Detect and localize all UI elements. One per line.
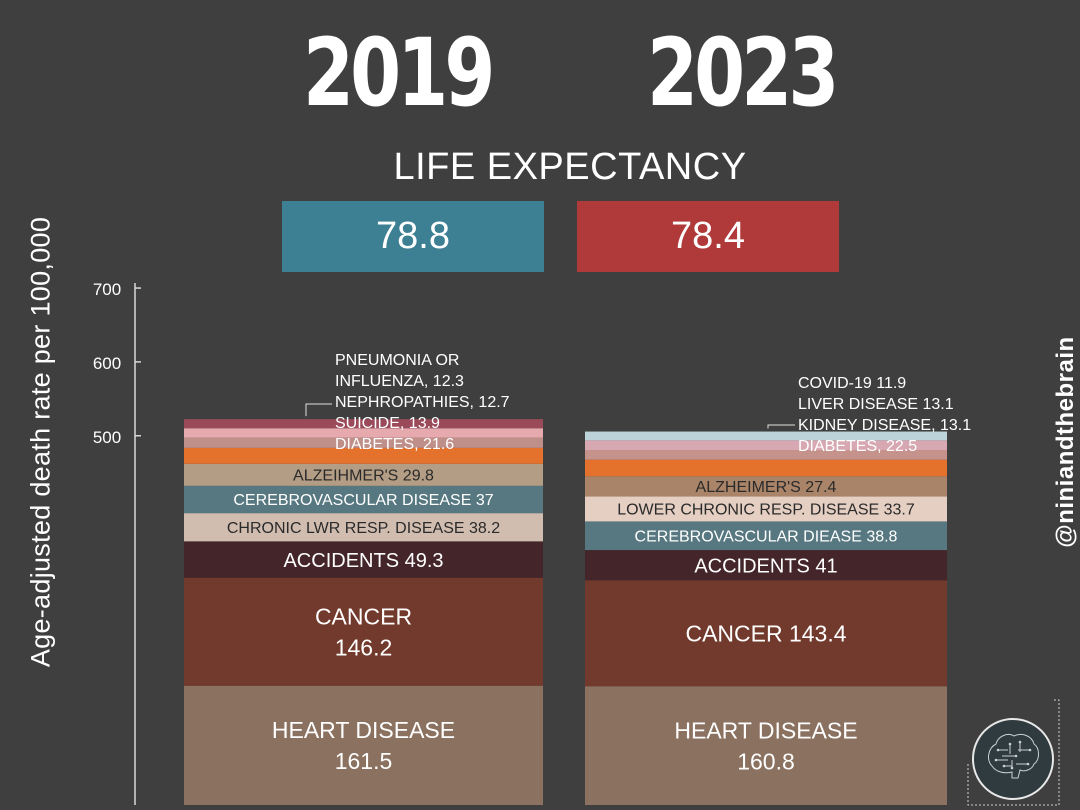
bar-segment-label: ALZEIHMER'S 29.8: [293, 468, 434, 485]
bar-segment-2023-heart-disease: [585, 686, 947, 805]
year-2023-heading: 2023: [647, 19, 839, 128]
bar-segment-2023-covid-19: [585, 431, 947, 441]
y-tick-label: 700: [93, 280, 121, 299]
life-expectancy-2023-box: 78.4: [577, 201, 839, 272]
callout-connector-2023: [767, 424, 795, 429]
callout-label-2019: NEPHROPATHIES, 12.7: [335, 394, 510, 411]
year-2019-heading: 2019: [303, 19, 495, 128]
bar-segment-label: ACCIDENTS 41: [694, 555, 837, 577]
bar-segment-label: ALZHEIMER'S 27.4: [696, 479, 837, 496]
bar-segment-label: HEART DISEASE: [674, 717, 857, 743]
brain-logo-icon: [972, 718, 1054, 800]
bar-segment-2019-nephropathies: [184, 428, 543, 438]
bar-segment-2023-kidney-disease: [585, 450, 947, 460]
bar-segment-label: 161.5: [335, 748, 393, 774]
bar-segment-label: LOWER CHRONIC RESP. DISEASE 33.7: [617, 502, 915, 519]
bar-segment-2023-lower-chronic-resp-disease: [585, 496, 947, 522]
callout-connector-2019: [305, 403, 332, 417]
y-tick-label: 500: [93, 428, 121, 447]
bar-segment-label: 146.2: [335, 635, 393, 661]
bar-segment-label: ACCIDENTS 49.3: [283, 550, 443, 572]
bar-segment-2023-cancer: [585, 580, 947, 687]
callout-label-2023: COVID-19 11.9: [798, 375, 906, 392]
bar-segment-label: HEART DISEASE: [272, 717, 455, 743]
callout-label-2019: INFLUENZA, 12.3: [335, 373, 464, 390]
callout-label-2019: PNEUMONIA OR: [335, 352, 459, 369]
bar-segment-2023-accidents: [585, 550, 947, 581]
bar-segment-2023-diabetes: [585, 459, 947, 477]
bar-segment-2019-cerebrovascular-disease: [184, 485, 543, 514]
bar-segment-label: CANCER: [315, 604, 412, 630]
life-expectancy-2019-value: 78.8: [376, 215, 450, 257]
y-tick-label: 600: [93, 354, 121, 373]
bar-segment-2023-alzheimer-s: [585, 476, 947, 497]
life-expectancy-title: LIFE EXPECTANCY: [393, 146, 747, 188]
bar-segment-2019-cancer: [184, 577, 543, 686]
life-expectancy-2023-value: 78.4: [671, 215, 745, 257]
bar-segment-2019-heart-disease: [184, 685, 543, 805]
bar-segment-label: CHRONIC LWR RESP. DISEASE 38.2: [227, 520, 500, 537]
callout-label-2023: LIVER DISEASE 13.1: [798, 396, 954, 413]
callout-label-2023: KIDNEY DISEASE, 13.1: [798, 417, 971, 434]
bar-segment-2019-chronic-lwr-resp-disease: [184, 513, 543, 542]
bar-segment-2019-diabetes: [184, 447, 543, 464]
bar-segment-label: 160.8: [737, 748, 795, 774]
bar-segment-2019-accidents: [184, 541, 543, 578]
bar-segment-2023-cerebrovascular-diease: [585, 521, 947, 551]
callout-label-2023: DIABETES, 22.5: [798, 438, 917, 455]
bar-segment-label: CANCER 143.4: [685, 621, 846, 647]
bar-segment-2023-liver-disease: [585, 440, 947, 451]
bar-segment-label: CEREBROVASCULAR DIEASE 38.8: [635, 529, 898, 546]
callout-label-2019: SUICIDE, 13.9: [335, 415, 440, 432]
bar-segment-2019-alzeihmer-s: [184, 463, 543, 486]
callout-label-2019: DIABETES, 21.6: [335, 436, 454, 453]
bar-segment-2019-suicide: [184, 437, 543, 448]
bar-segment-label: CEREBROVASCULAR DISEASE 37: [233, 492, 493, 509]
life-expectancy-2019-box: 78.8: [282, 201, 544, 272]
bar-segment-2019-pneumonia-or-influenza: [184, 419, 543, 429]
